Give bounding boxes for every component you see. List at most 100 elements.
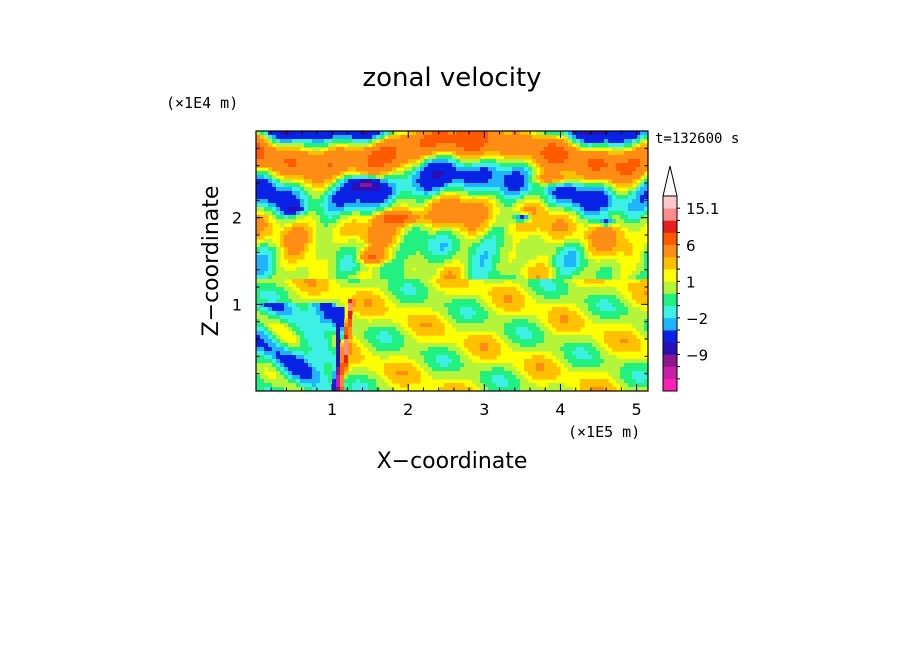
contour-cell: [292, 167, 297, 172]
contour-cell: [268, 319, 273, 324]
contour-cell: [452, 175, 457, 180]
contour-cell: [588, 187, 593, 192]
contour-cell: [600, 219, 605, 224]
contour-cell: [512, 191, 517, 196]
contour-cell: [348, 131, 353, 136]
contour-cell: [260, 163, 265, 168]
contour-cell: [472, 147, 477, 152]
contour-cell: [368, 163, 373, 168]
contour-cell: [292, 279, 297, 284]
contour-cell: [600, 215, 605, 220]
contour-cell: [420, 135, 425, 140]
contour-cell: [504, 215, 509, 220]
contour-cell: [368, 307, 373, 312]
contour-cell: [532, 291, 537, 296]
contour-cell: [552, 291, 557, 296]
contour-cell: [304, 195, 309, 200]
contour-cell: [264, 283, 269, 288]
contour-cell: [284, 207, 289, 212]
contour-cell: [460, 239, 465, 244]
contour-cell: [608, 263, 613, 268]
contour-cell: [636, 135, 641, 140]
contour-cell: [612, 291, 617, 296]
contour-cell: [412, 151, 417, 156]
contour-cell: [476, 159, 481, 164]
contour-cell: [524, 359, 529, 364]
contour-cell: [336, 271, 341, 276]
contour-cell: [296, 327, 301, 332]
contour-cell: [280, 367, 285, 372]
contour-cell: [344, 135, 349, 140]
contour-cell: [292, 199, 297, 204]
contour-cell: [320, 375, 325, 380]
contour-cell: [624, 151, 629, 156]
contour-cell: [588, 335, 593, 340]
contour-cell: [580, 219, 585, 224]
contour-cell: [256, 179, 261, 184]
contour-cell: [312, 299, 317, 304]
contour-cell: [480, 299, 485, 304]
contour-cell: [460, 147, 465, 152]
contour-cell: [448, 231, 453, 236]
contour-cell: [304, 167, 309, 172]
contour-cell: [504, 151, 509, 156]
contour-cell: [316, 163, 321, 168]
contour-cell: [380, 279, 385, 284]
contour-cell: [300, 363, 305, 368]
contour-cell: [400, 363, 405, 368]
contour-cell: [364, 191, 369, 196]
contour-cell: [612, 339, 617, 344]
contour-cell: [456, 315, 461, 320]
contour-cell: [612, 207, 617, 212]
contour-cell: [496, 227, 501, 232]
contour-cell: [636, 347, 641, 352]
contour-cell: [336, 327, 341, 332]
contour-cell: [288, 359, 293, 364]
contour-cell: [640, 159, 645, 164]
contour-cell: [428, 163, 433, 168]
contour-cell: [300, 175, 305, 180]
contour-cell: [344, 331, 349, 336]
contour-cell: [552, 231, 557, 236]
contour-cell: [420, 195, 425, 200]
contour-cell: [428, 287, 433, 292]
contour-cell: [552, 279, 557, 284]
contour-cell: [420, 235, 425, 240]
contour-cell: [532, 187, 537, 192]
contour-cell: [404, 239, 409, 244]
contour-cell: [636, 267, 641, 272]
contour-cell: [552, 191, 557, 196]
contour-cell: [556, 275, 561, 280]
contour-cell: [620, 331, 625, 336]
contour-cell: [416, 239, 421, 244]
contour-cell: [584, 231, 589, 236]
contour-cell: [404, 263, 409, 268]
contour-cell: [544, 175, 549, 180]
contour-cell: [580, 199, 585, 204]
contour-cell: [576, 339, 581, 344]
contour-cell: [600, 359, 605, 364]
contour-cell: [316, 331, 321, 336]
contour-cell: [284, 303, 289, 308]
contour-cell: [312, 331, 317, 336]
contour-cell: [376, 319, 381, 324]
contour-cell: [396, 367, 401, 372]
contour-cell: [324, 299, 329, 304]
contour-cell: [432, 267, 437, 272]
contour-cell: [320, 167, 325, 172]
contour-cell: [392, 299, 397, 304]
contour-cell: [452, 303, 457, 308]
contour-cell: [588, 287, 593, 292]
contour-cell: [504, 223, 509, 228]
contour-cell: [520, 247, 525, 252]
contour-cell: [608, 243, 613, 248]
contour-cell: [340, 279, 345, 284]
contour-cell: [572, 175, 577, 180]
contour-cell: [592, 215, 597, 220]
contour-cell: [612, 271, 617, 276]
contour-cell: [256, 339, 261, 344]
contour-cell: [416, 271, 421, 276]
contour-cell: [304, 287, 309, 292]
contour-cell: [528, 247, 533, 252]
contour-cell: [336, 139, 341, 144]
